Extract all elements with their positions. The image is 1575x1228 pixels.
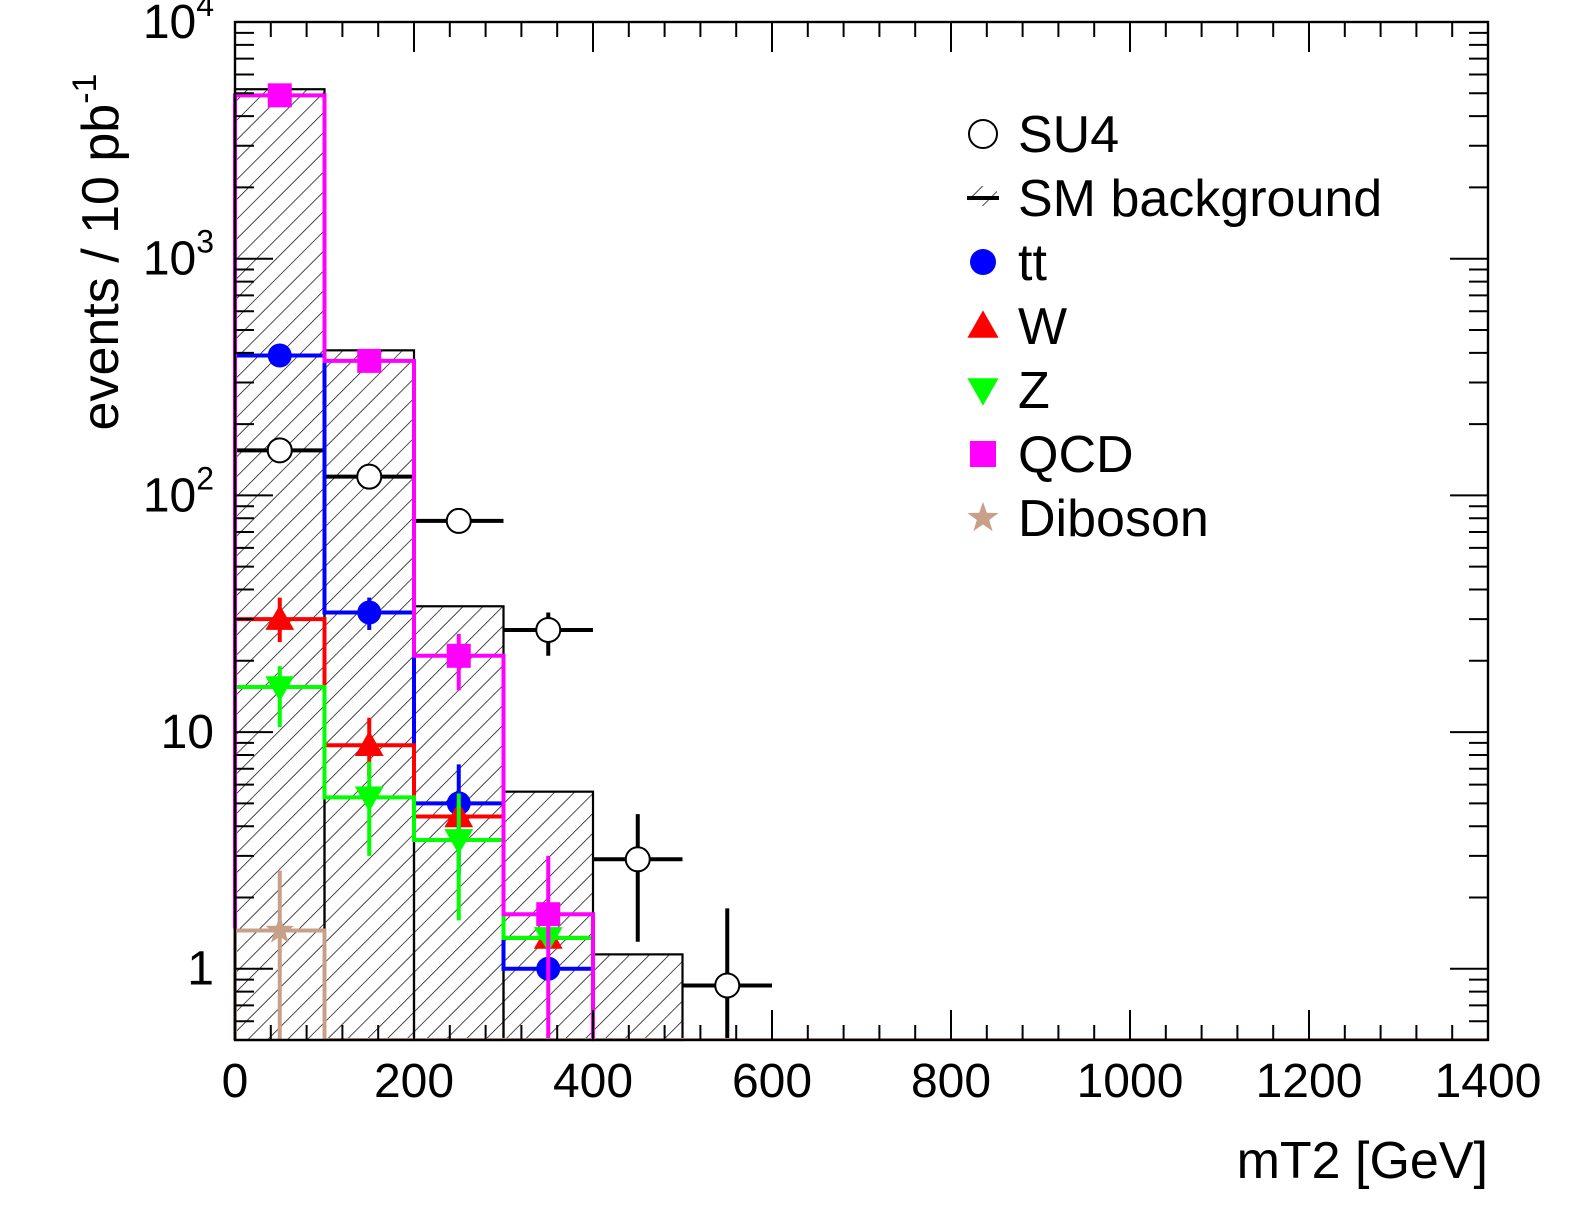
y-axis-label-main: events / 10 pb: [72, 104, 130, 431]
legend-entry-w: W: [967, 298, 1067, 356]
legend-entry-sm-background: SM background: [967, 170, 1382, 228]
legend-marker: [970, 249, 996, 275]
data-point: [266, 437, 293, 464]
y-tick-label: 103: [143, 224, 214, 286]
y-tick-base: 1: [187, 943, 214, 996]
legend-label: tt: [1018, 234, 1047, 292]
y-tick-label: 102: [143, 460, 214, 522]
legend-entry-tt: tt: [970, 234, 1047, 292]
legend-label: SM background: [1018, 170, 1382, 228]
y-tick-exponent: 4: [196, 0, 214, 23]
series-su4: [235, 437, 772, 1040]
data-point: [535, 616, 562, 643]
data-point: [354, 786, 384, 812]
data-point: [357, 600, 382, 625]
legend-label: SU4: [1018, 106, 1119, 164]
data-point: [446, 643, 471, 668]
data-point: [445, 507, 472, 534]
y-tick-base: 10: [143, 233, 196, 286]
legend-label: QCD: [1018, 426, 1134, 484]
data-point: [536, 902, 561, 927]
legend-marker: [967, 310, 999, 338]
legend-entry-su4: SU4: [968, 106, 1119, 164]
data-point: [265, 915, 294, 943]
data-point: [444, 829, 474, 855]
legend-label: W: [1018, 298, 1067, 356]
sm-background-bin: [323, 349, 416, 1042]
data-point: [624, 846, 651, 873]
legend-marker: [968, 119, 998, 149]
data-point: [265, 676, 295, 702]
data-point: [714, 972, 741, 999]
sm-background-bin: [591, 953, 684, 1042]
y-tick-exponent: 3: [196, 224, 214, 260]
y-tick-exponent: 2: [196, 460, 214, 496]
plot-area: [233, 83, 1488, 1042]
data-point: [267, 343, 292, 368]
x-tick-label: 1400: [1435, 1055, 1542, 1108]
legend-entry-z: Z: [967, 362, 1050, 420]
legend-marker: [967, 378, 999, 406]
y-tick-label: 10: [161, 706, 214, 759]
y-axis-label-sup: -1: [66, 74, 104, 104]
y-tick-base: 10: [161, 706, 214, 759]
data-point: [354, 730, 384, 757]
series-qcd: [233, 83, 595, 1040]
x-tick-label: 400: [553, 1055, 633, 1108]
y-tick-base: 10: [143, 469, 196, 522]
legend-marker: [970, 441, 996, 467]
legend: SU4 SM background tt WZ QCD Diboson: [967, 106, 1382, 548]
x-tick-label: 200: [374, 1055, 454, 1108]
data-point: [265, 604, 295, 630]
y-tick-label: 1: [187, 943, 214, 996]
legend-entry-qcd: QCD: [970, 426, 1134, 484]
x-axis-label: mT2 [GeV]: [1237, 1132, 1488, 1190]
data-point: [356, 463, 383, 490]
x-tick-label: 0: [222, 1055, 249, 1108]
y-axis-label: events / 10 pb-1: [66, 74, 130, 431]
data-point: [357, 348, 382, 373]
x-tick-label: 1200: [1256, 1055, 1363, 1108]
data-point: [267, 83, 292, 108]
legend-label: Z: [1018, 362, 1050, 420]
plot-frame: [233, 20, 1490, 1042]
y-tick-label: 104: [143, 0, 214, 49]
y-tick-base: 10: [143, 0, 196, 49]
legend-marker: [967, 501, 999, 532]
x-tick-label: 600: [732, 1055, 812, 1108]
x-tick-label: 800: [911, 1055, 991, 1108]
legend-label: Diboson: [1018, 490, 1209, 548]
legend-entry-diboson: Diboson: [967, 490, 1209, 548]
x-tick-label: 1000: [1077, 1055, 1184, 1108]
